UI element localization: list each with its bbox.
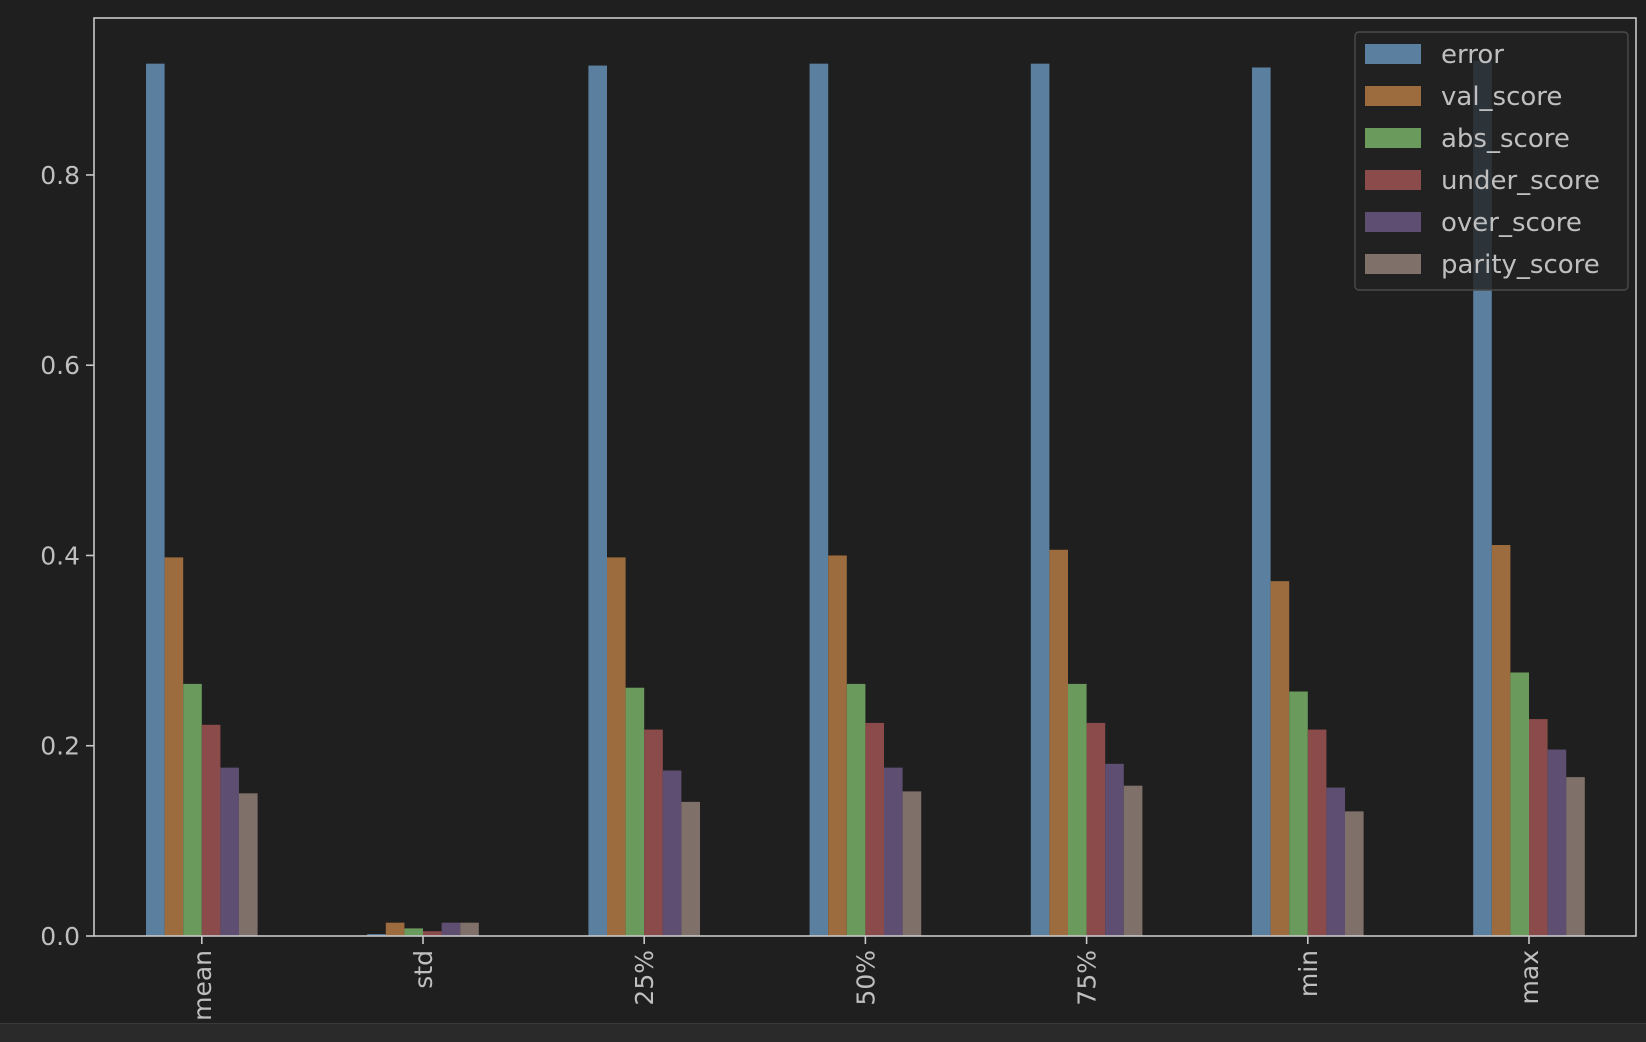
bar-parity_score-max [1566,777,1585,936]
horizontal-scrollbar-track[interactable] [0,1023,1646,1042]
bar-over_score-std [441,922,461,936]
legend-label-abs_score: abs_score [1441,124,1570,154]
bar-val_score-75% [1049,549,1068,936]
x-tick-label: 25% [630,950,659,1006]
bar-val_score-max [1491,545,1511,936]
bar-val_score-std [385,922,405,936]
legend-swatch-over_score [1365,212,1421,232]
y-axis: 0.0 0.2 0.4 0.6 0.8 [40,161,94,951]
x-tick-label: max [1515,950,1544,1004]
bar-parity_score-min [1345,811,1364,936]
bar-abs_score-min [1289,691,1308,936]
bar-over_score-max [1547,749,1567,936]
bar-parity_score-75% [1123,785,1143,936]
bar-error-75% [1030,63,1050,937]
bar-error-min [1252,67,1271,937]
bar-val_score-min [1270,581,1290,936]
bar-abs_score-max [1510,672,1529,936]
bar-parity_score-50% [902,791,922,936]
bar-val_score-25% [607,557,626,936]
bar-under_score-75% [1086,722,1106,936]
legend-swatch-val_score [1365,86,1421,106]
x-tick-label: mean [188,950,217,1021]
legend-swatch-under_score [1365,170,1421,190]
bar-abs_score-75% [1068,683,1087,936]
y-tick-label: 0.4 [40,541,80,570]
y-tick-label: 0.2 [40,732,80,761]
bar-val_score-50% [828,555,847,936]
bar-over_score-min [1326,787,1345,936]
legend-label-error: error [1441,40,1504,70]
bar-under_score-min [1307,729,1327,936]
bar-abs_score-25% [625,687,645,936]
bar-parity_score-25% [681,801,700,936]
bar-over_score-mean [220,767,239,936]
x-tick-label: min [1294,950,1323,997]
bar-under_score-50% [865,722,884,936]
y-tick-label: 0.6 [40,351,80,380]
bar-error-std [367,934,386,936]
y-tick-label: 0.0 [40,922,80,951]
bar-error-mean [146,63,165,937]
bar-error-50% [809,63,829,937]
x-tick-label: std [409,950,438,989]
legend: error val_score abs_score under_score over_s… [1354,31,1629,291]
bars-layer [146,60,1585,937]
legend-label-over_score: over_score [1441,208,1582,238]
y-tick-label: 0.8 [40,161,80,190]
legend-swatch-parity_score [1365,254,1421,274]
bar-parity_score-std [460,922,479,936]
x-tick-label: 75% [1073,950,1102,1006]
legend-label-val_score: val_score [1441,82,1562,112]
bar-under_score-std [423,931,442,936]
legend-label-parity_score: parity_score [1441,250,1600,280]
legend-label-under_score: under_score [1441,166,1600,196]
x-axis: mean std 25% 50% 75% min max [188,936,1544,1021]
bar-under_score-mean [201,724,221,936]
bar-val_score-mean [164,557,184,936]
legend-swatch-abs_score [1365,128,1421,148]
bar-under_score-max [1529,719,1548,936]
x-tick-label: 50% [851,950,880,1006]
bar-over_score-25% [662,770,682,936]
bar-abs_score-50% [846,683,866,936]
bar-under_score-25% [644,729,663,936]
bar-abs_score-mean [183,683,202,936]
bar-parity_score-mean [239,793,258,936]
legend-box [1354,31,1629,291]
bar-error-25% [588,65,607,936]
bar-over_score-50% [884,767,903,936]
legend-swatch-error [1365,44,1421,64]
bar-over_score-75% [1105,763,1124,936]
bar-abs_score-std [404,928,423,936]
